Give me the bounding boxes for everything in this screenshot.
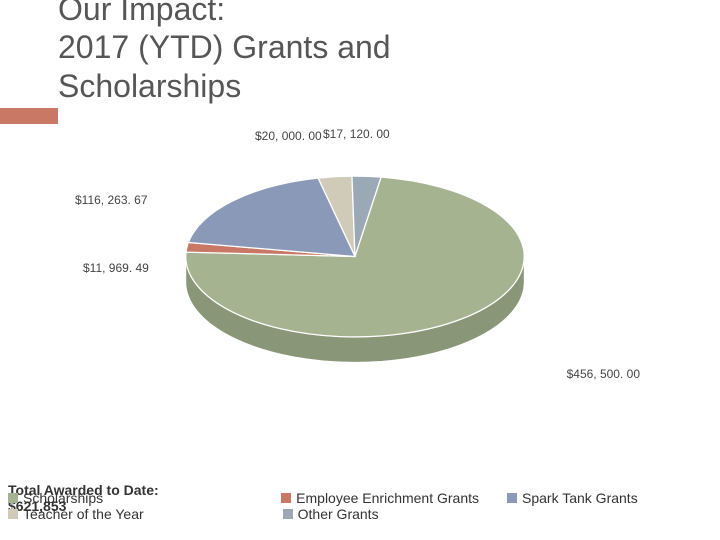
page-title: Our Impact: 2017 (YTD) Grants and Schola… (58, 0, 391, 105)
legend-item-employee-enrichment: Employee Enrichment Grants (281, 490, 479, 506)
legend-label: Scholarships (23, 490, 103, 506)
label-20000: $20, 000. 00 (255, 129, 322, 143)
accent-bar (0, 108, 58, 124)
label-17120: $17, 120. 00 (323, 127, 390, 141)
legend-item-teacher-year: Teacher of the Year (8, 506, 144, 522)
title-line-1: Our Impact: (58, 0, 391, 28)
title-line-2: 2017 (YTD) Grants and (58, 28, 391, 66)
legend-item-other-grants: Other Grants (283, 506, 379, 522)
legend-label: Other Grants (298, 506, 379, 522)
label-116263: $116, 263. 67 (75, 193, 148, 207)
legend-label: Employee Enrichment Grants (296, 490, 479, 506)
title-line-3: Scholarships (58, 67, 391, 105)
legend: Scholarships Employee Enrichment Grants … (8, 490, 712, 522)
legend-label: Spark Tank Grants (522, 490, 638, 506)
legend-swatch (507, 493, 517, 503)
legend-swatch (8, 509, 18, 519)
label-456500: $456, 500. 00 (567, 367, 640, 381)
legend-label: Teacher of the Year (23, 506, 144, 522)
legend-swatch (283, 509, 293, 519)
pie-3d-svg (145, 155, 565, 375)
pie-top (186, 176, 524, 337)
pie-chart: $20, 000. 00 $17, 120. 00 $116, 263. 67 … (145, 135, 565, 415)
legend-item-scholarships: Scholarships (8, 490, 103, 506)
legend-swatch (8, 493, 18, 503)
legend-swatch (281, 493, 291, 503)
legend-item-spark-tank: Spark Tank Grants (507, 490, 638, 506)
label-11969: $11, 969. 49 (83, 261, 149, 275)
